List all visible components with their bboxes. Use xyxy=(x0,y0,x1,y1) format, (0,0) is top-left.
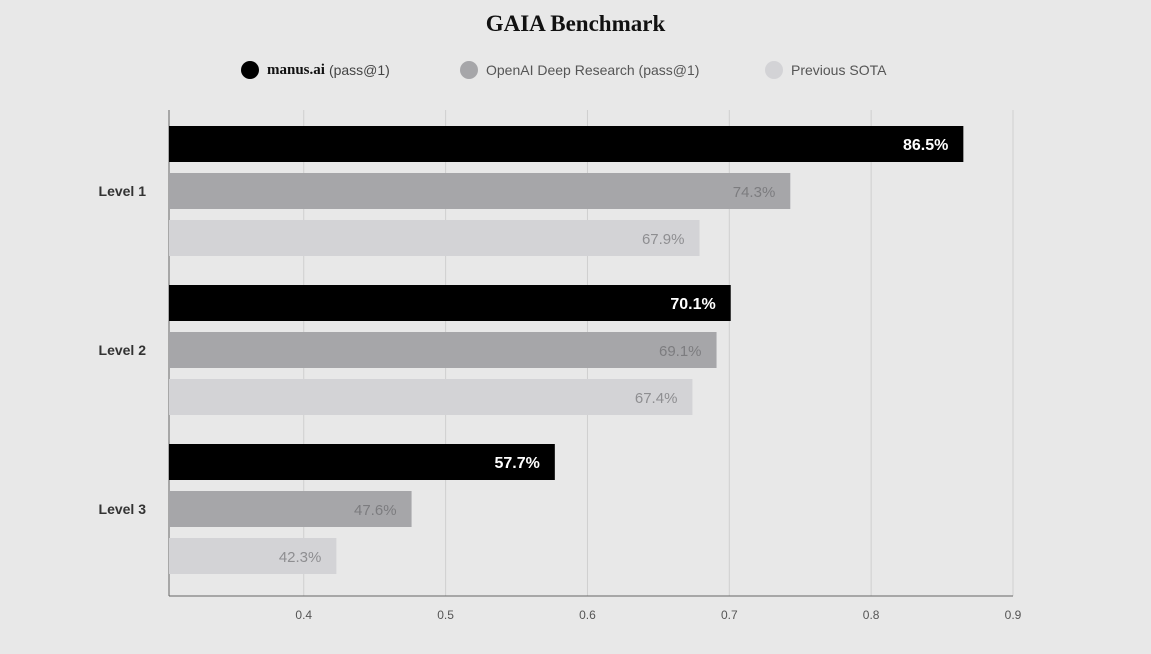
data-label: 86.5% xyxy=(903,137,948,154)
bar xyxy=(169,332,717,368)
data-label: 47.6% xyxy=(354,502,397,519)
data-label: 70.1% xyxy=(670,296,715,313)
legend-label-previous-sota: Previous SOTA xyxy=(791,62,887,78)
data-label: 74.3% xyxy=(733,184,776,201)
legend-swatch-manus xyxy=(241,61,259,79)
x-tick-label: 0.4 xyxy=(295,608,312,622)
x-tick-label: 0.7 xyxy=(721,608,738,622)
data-label: 67.9% xyxy=(642,231,685,248)
x-tick-label: 0.6 xyxy=(579,608,596,622)
category-label: Level 1 xyxy=(99,183,147,199)
legend-swatch-previous-sota xyxy=(765,61,783,79)
data-label: 67.4% xyxy=(635,390,678,407)
chart-title: GAIA Benchmark xyxy=(485,11,666,36)
x-tick-label: 0.8 xyxy=(863,608,880,622)
legend-item-previous-sota: Previous SOTA xyxy=(765,59,886,81)
bar xyxy=(169,379,693,415)
legend-label-manus: manus.ai xyxy=(267,61,325,78)
legend-item-manus: manus.ai (pass@1) xyxy=(241,59,390,81)
data-label: 69.1% xyxy=(659,343,702,360)
bar xyxy=(169,220,700,256)
bar xyxy=(169,126,964,162)
legend-swatch-openai xyxy=(460,61,478,79)
category-label: Level 2 xyxy=(99,342,147,358)
legend-label-manus-suffix: (pass@1) xyxy=(328,62,390,78)
legend-item-openai: OpenAI Deep Research (pass@1) xyxy=(460,59,699,81)
bar xyxy=(169,538,337,574)
data-label: 42.3% xyxy=(279,549,322,566)
data-label: 57.7% xyxy=(494,455,539,472)
x-tick-label: 0.5 xyxy=(437,608,454,622)
x-tick-label: 0.9 xyxy=(1005,608,1022,622)
bar xyxy=(169,173,791,209)
legend-label-openai: OpenAI Deep Research (pass@1) xyxy=(486,62,700,78)
bar xyxy=(169,491,412,527)
category-label: Level 3 xyxy=(99,501,147,517)
chart-legend: manus.ai (pass@1) OpenAI Deep Research (… xyxy=(0,59,1151,81)
bar xyxy=(169,444,555,480)
bar xyxy=(169,285,731,321)
